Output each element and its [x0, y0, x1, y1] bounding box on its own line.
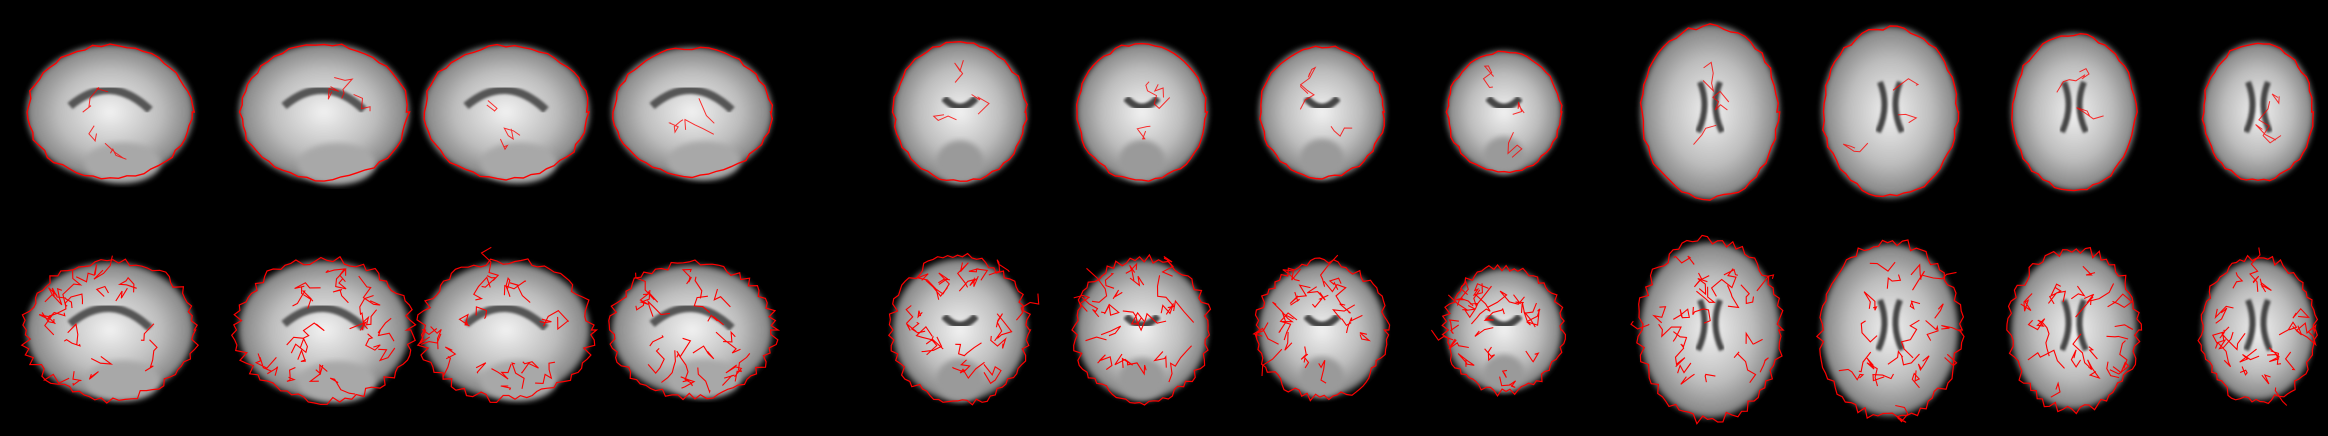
- brain-slice-sagittal: [608, 259, 781, 401]
- brain-slice-axial: [1639, 23, 1781, 201]
- brain-slice-sagittal: [238, 42, 411, 185]
- brain-slice-sagittal: [230, 255, 417, 406]
- brain-slice-coronal: [887, 252, 1040, 406]
- brain-slice-axial: [1630, 234, 1785, 425]
- brain-slice-sagittal: [20, 255, 200, 404]
- brain-slice-axial: [2197, 247, 2319, 406]
- brain-slice-sagittal: [611, 46, 774, 181]
- brain-slice-coronal: [1252, 254, 1391, 402]
- brain-slice-coronal: [1258, 44, 1386, 180]
- brain-slice-axial: [1815, 239, 1965, 423]
- brain-slice-sagittal: [26, 43, 196, 184]
- brain-slice-axial: [2011, 32, 2138, 192]
- brain-slice-coronal: [1075, 42, 1209, 182]
- brain-slice-coronal: [891, 40, 1028, 184]
- brain-slice-coronal: [1430, 264, 1567, 397]
- brain-slice-sagittal: [416, 246, 599, 404]
- brain-slice-axial: [2006, 246, 2143, 415]
- brain-slice-coronal: [1445, 50, 1563, 174]
- brain-slice-sagittal: [422, 43, 590, 184]
- brain-slice-axial: [2201, 41, 2315, 183]
- brain-slice-axial: [1821, 25, 1960, 199]
- brain-slice-coronal: [1071, 253, 1212, 406]
